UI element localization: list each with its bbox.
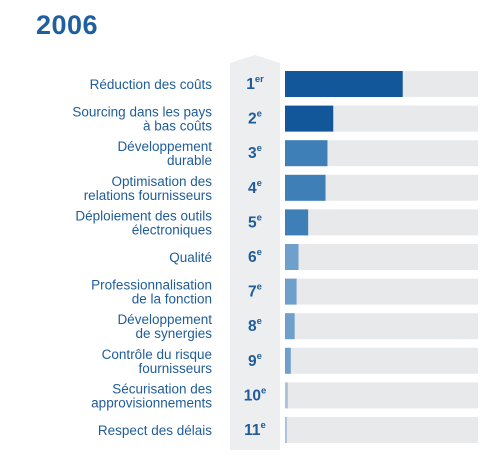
rank-label: 2e bbox=[248, 109, 262, 128]
category-label: Réduction des coûts bbox=[90, 77, 213, 92]
rank-suffix: e bbox=[257, 143, 262, 154]
bar-track bbox=[285, 313, 478, 340]
bar bbox=[285, 105, 334, 132]
bar-track bbox=[285, 347, 478, 374]
rank-column-band bbox=[230, 55, 280, 450]
category-label-line: Respect des délais bbox=[98, 423, 212, 438]
rank-suffix: e bbox=[257, 247, 262, 258]
bar bbox=[285, 71, 403, 97]
rank-label: 5e bbox=[248, 212, 262, 231]
rank-number: 10 bbox=[244, 387, 261, 404]
rank-suffix: e bbox=[257, 282, 262, 293]
category-label-line: Optimisation des bbox=[111, 174, 212, 189]
rank-number: 8 bbox=[248, 318, 257, 335]
category-label: Contrôle du risque fournisseurs bbox=[102, 347, 213, 376]
rank-number: 2 bbox=[248, 111, 257, 128]
bar bbox=[285, 174, 326, 201]
bar-track bbox=[285, 278, 478, 305]
bars bbox=[285, 71, 403, 443]
category-label: Qualité bbox=[169, 250, 212, 265]
bar bbox=[285, 278, 297, 305]
category-label-line: Développement bbox=[117, 139, 212, 154]
rank-label: 11e bbox=[244, 420, 266, 439]
bar bbox=[285, 347, 291, 374]
rank-label: 9e bbox=[248, 351, 262, 370]
rank-number: 5 bbox=[248, 214, 257, 231]
category-label-line: Déploiement des outils bbox=[75, 208, 212, 223]
bar bbox=[285, 382, 288, 409]
rank-number: 9 bbox=[248, 353, 257, 370]
category-label-line: Sourcing dans les pays bbox=[72, 105, 212, 120]
category-label-line: électroniques bbox=[132, 222, 213, 237]
category-label: Sourcing dans les pays à bas coûts bbox=[72, 105, 212, 134]
rank-suffix: e bbox=[257, 109, 262, 120]
category-label-line: relations fournisseurs bbox=[84, 188, 213, 203]
rank-suffix: e bbox=[257, 178, 262, 189]
bar-track bbox=[285, 209, 478, 236]
category-label: Respect des délais bbox=[98, 423, 212, 438]
bar-track bbox=[285, 382, 478, 409]
bar bbox=[285, 209, 309, 236]
category-label: Développement durable bbox=[117, 139, 212, 168]
category-label-line: durable bbox=[167, 153, 212, 168]
rank-number: 3 bbox=[248, 145, 257, 162]
rank-label: 3e bbox=[248, 143, 262, 162]
bar-track bbox=[285, 244, 478, 270]
rank-suffix: e bbox=[261, 420, 266, 431]
rank-label: 6e bbox=[248, 247, 262, 266]
category-label-line: fournisseurs bbox=[138, 361, 212, 376]
category-label: Professionnalisation de la fonction bbox=[91, 278, 212, 307]
rank-suffix: e bbox=[257, 316, 262, 327]
category-label-line: Réduction des coûts bbox=[90, 77, 213, 92]
rank-label: 4e bbox=[248, 178, 262, 197]
category-label-line: Contrôle du risque bbox=[102, 347, 212, 362]
category-label: Développement de synergies bbox=[117, 312, 212, 341]
bar bbox=[285, 244, 299, 270]
rank-number: 11 bbox=[244, 422, 261, 439]
bar-track bbox=[285, 417, 478, 443]
category-label-line: Développement bbox=[117, 312, 212, 327]
rank-label: 7e bbox=[248, 282, 262, 301]
rank-number: 7 bbox=[248, 284, 257, 301]
bar bbox=[285, 313, 295, 340]
rank-label: 8e bbox=[248, 316, 262, 335]
category-label-line: approvisionnements bbox=[91, 395, 212, 410]
bar bbox=[285, 417, 287, 443]
rank-number: 6 bbox=[248, 249, 257, 266]
category-labels: Réduction des coûts Sourcing dans les pay… bbox=[72, 77, 212, 438]
category-label-line: Professionnalisation bbox=[91, 278, 212, 293]
category-label-line: de synergies bbox=[135, 326, 212, 341]
category-label: Sécurisation des approvisionnements bbox=[91, 381, 212, 410]
rank-suffix: e bbox=[257, 351, 262, 362]
category-label-line: Qualité bbox=[169, 250, 212, 265]
rank-label: 10e bbox=[244, 385, 267, 404]
rank-number: 4 bbox=[248, 180, 257, 197]
category-label-line: de la fonction bbox=[132, 292, 212, 307]
rank-suffix: e bbox=[257, 212, 262, 223]
category-label: Optimisation des relations fournisseurs bbox=[84, 174, 213, 203]
rank-suffix: e bbox=[261, 385, 266, 396]
bar bbox=[285, 140, 328, 167]
chart-title: 2006 bbox=[36, 10, 99, 40]
category-label-line: à bas coûts bbox=[143, 119, 212, 134]
rank-number: 1 bbox=[246, 76, 255, 93]
rank-band bbox=[230, 55, 280, 450]
category-label: Déploiement des outils électroniques bbox=[75, 208, 212, 237]
category-label-line: Sécurisation des bbox=[112, 381, 212, 396]
rank-label: 1er bbox=[246, 74, 264, 93]
rank-suffix: er bbox=[255, 74, 264, 85]
